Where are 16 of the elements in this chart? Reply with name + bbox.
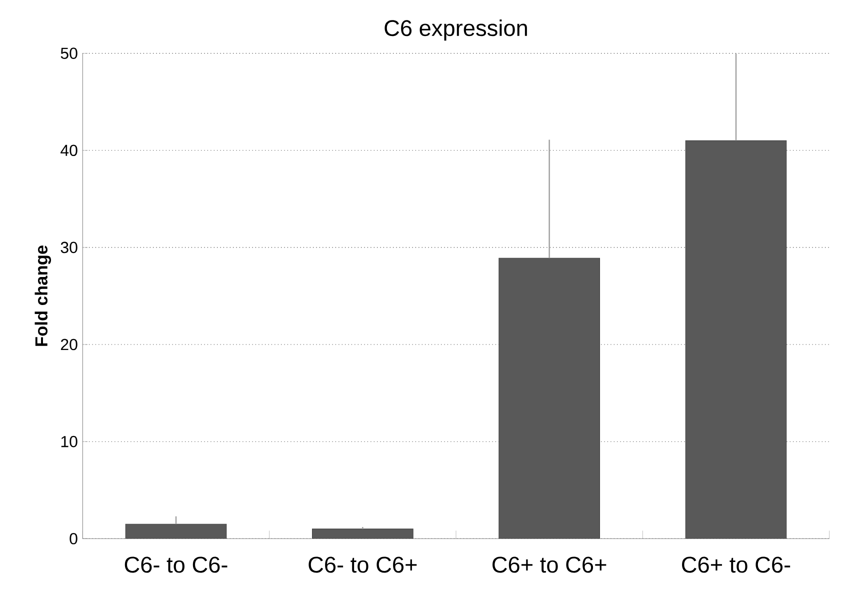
x-tick-label: C6- to C6+ bbox=[308, 556, 417, 573]
x-tick-label: C6+ to C6+ bbox=[492, 556, 606, 573]
bar bbox=[125, 524, 227, 539]
x-tick-label: C6- to C6- bbox=[124, 556, 228, 573]
y-tick-label: 40 bbox=[60, 144, 78, 156]
bar bbox=[498, 258, 600, 539]
bar bbox=[685, 140, 787, 539]
y-tick-label: 20 bbox=[60, 338, 78, 350]
x-tick-label: C6+ to C6- bbox=[682, 556, 790, 573]
bar bbox=[312, 528, 414, 539]
y-tick-label: 10 bbox=[61, 436, 78, 448]
chart-title: C6 expression bbox=[384, 19, 527, 41]
y-tick-label: 50 bbox=[60, 48, 78, 59]
y-tick-label: 30 bbox=[60, 242, 78, 254]
y-axis-title: Fold change bbox=[34, 246, 52, 346]
y-tick-label: 0 bbox=[70, 532, 78, 544]
